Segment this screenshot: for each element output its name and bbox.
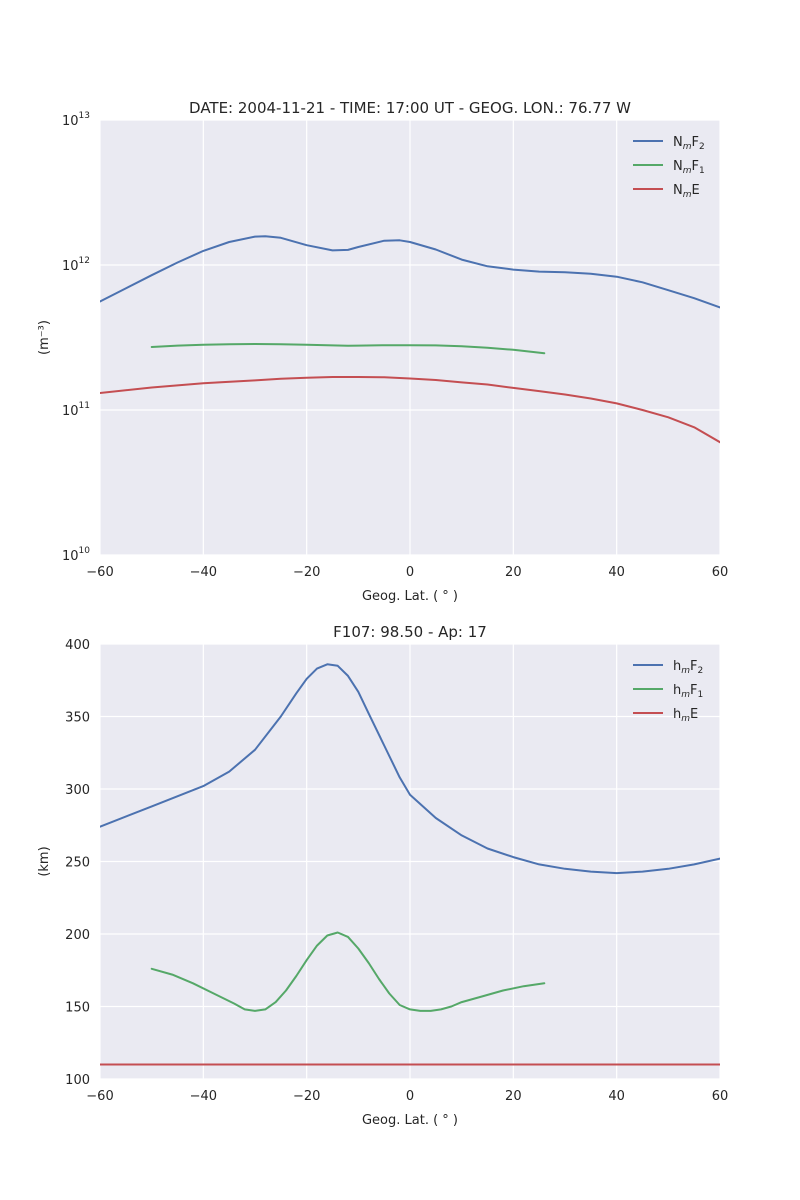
- y-tick-label: 1013: [62, 111, 90, 129]
- x-tick-label: −60: [86, 1089, 113, 1104]
- height-chart-title: F107: 98.50 - Ap: 17: [333, 623, 487, 641]
- legend-item: NmE: [633, 183, 700, 200]
- x-tick-label: 60: [712, 1089, 729, 1104]
- x-tick-label: 60: [712, 565, 729, 580]
- x-axis-label: Geog. Lat. ( ° ): [362, 589, 458, 604]
- density-chart-title: DATE: 2004-11-21 - TIME: 17:00 UT - GEOG…: [189, 99, 631, 117]
- x-tick-label: −20: [293, 565, 320, 580]
- legend-label: NmF2: [673, 135, 705, 152]
- legend-label: hmE: [673, 707, 698, 724]
- density-grid: [99, 119, 721, 556]
- density-legend: NmF2 NmF1 NmE: [633, 135, 705, 200]
- x-axis-label: Geog. Lat. ( ° ): [362, 1113, 458, 1128]
- y-tick-label: 350: [65, 711, 90, 726]
- x-tick-label: −20: [293, 1089, 320, 1104]
- x-tick-label: 0: [406, 1089, 414, 1104]
- height-chart-panel: −60 −40 −20 0 20 40 60 100 150 200 250 300 350 400 F10…: [37, 623, 728, 1128]
- density-series: [100, 235, 720, 444]
- series-line-NmF2: [100, 235, 720, 309]
- x-tick-label: −40: [190, 1089, 217, 1104]
- density-chart-panel: −60 −40 −20 0 20 40 60 1010 1011 1012 1013 DATE: 20…: [37, 99, 728, 604]
- x-tick-label: 20: [505, 1089, 522, 1104]
- legend-label: hmF1: [673, 683, 703, 700]
- height-legend: hmF2 hmF1 hmE: [633, 659, 703, 724]
- y-tick-label: 1012: [62, 256, 90, 274]
- series-line-hmF1: [150, 931, 546, 1012]
- legend-item: NmF2: [633, 135, 705, 152]
- legend-item: hmE: [633, 707, 698, 724]
- y-tick-label: 150: [65, 1001, 90, 1016]
- x-tick-label: −40: [190, 565, 217, 580]
- height-grid: [99, 643, 721, 1080]
- legend-item: NmF1: [633, 159, 705, 176]
- y-tick-label: 1011: [62, 401, 90, 419]
- legend-item: hmF2: [633, 659, 703, 676]
- x-tick-label: −60: [86, 565, 113, 580]
- series-line-NmF1: [150, 343, 546, 355]
- height-series: [100, 663, 720, 1066]
- series-line-hmF2: [100, 663, 720, 875]
- y-tick-label: 400: [65, 638, 90, 653]
- x-tick-label: 40: [608, 565, 625, 580]
- legend-label: NmF1: [673, 159, 705, 176]
- y-tick-label: 1010: [62, 546, 90, 564]
- y-tick-label: 250: [65, 856, 90, 871]
- y-tick-label: 300: [65, 783, 90, 798]
- legend-label: NmE: [673, 183, 700, 200]
- x-tick-label: 40: [608, 1089, 625, 1104]
- y-axis-label: (m⁻³): [37, 320, 52, 355]
- series-line-NmE: [100, 376, 720, 444]
- legend-item: hmF1: [633, 683, 703, 700]
- legend-label: hmF2: [673, 659, 703, 676]
- y-tick-label: 200: [65, 928, 90, 943]
- y-tick-label: 100: [65, 1073, 90, 1088]
- y-axis-label: (km): [37, 846, 52, 876]
- x-tick-label: 0: [406, 565, 414, 580]
- x-tick-label: 20: [505, 565, 522, 580]
